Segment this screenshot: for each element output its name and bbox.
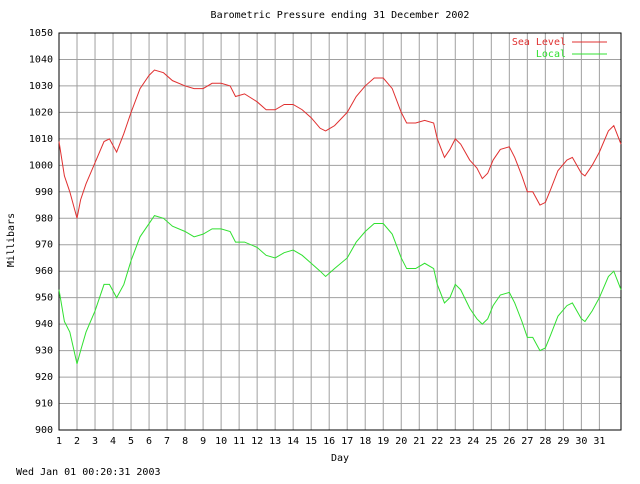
chart-title: Barometric Pressure ending 31 December 2… [211,10,470,21]
y-tick-label: 920 [35,372,53,383]
footer: Wed Jan 01 00:20:31 2003 [16,467,161,478]
x-tick-label: 14 [287,436,299,447]
y-tick-label: 930 [35,346,53,357]
y-tick-label: 980 [35,213,53,224]
x-tick-label: 31 [593,436,605,447]
x-tick-label: 23 [449,436,461,447]
x-tick-label: 18 [359,436,371,447]
x-tick-label: 26 [503,436,515,447]
y-tick-label: 990 [35,187,53,198]
x-tick-label: 3 [92,436,98,447]
y-tick-label: 1000 [29,160,53,171]
x-tick-label: 2 [74,436,80,447]
x-tick-label: 13 [269,436,281,447]
x-tick-label: 20 [395,436,407,447]
x-tick-label: 21 [413,436,425,447]
plot-border [58,32,622,431]
x-tick-label: 5 [128,436,134,447]
y-tick-label: 900 [35,425,53,436]
y-tick-label: 1050 [29,28,53,39]
x-tick-label: 10 [215,436,227,447]
x-tick-label: 4 [110,436,116,447]
x-tick-label: 6 [146,436,152,447]
data-line [58,69,622,219]
y-tick-label: 950 [35,293,53,304]
x-tick-label: 1 [56,436,62,447]
y-tick-label: 1030 [29,81,53,92]
legend-label: Sea Level [512,37,566,48]
x-tick-label: 7 [164,436,170,447]
y-tick-label: 910 [35,399,53,410]
x-tick-label: 11 [233,436,245,447]
y-tick-label: 1040 [29,54,53,65]
x-tick-label: 28 [539,436,551,447]
x-tick-label: 12 [251,436,263,447]
x-tick-label: 16 [323,436,335,447]
y-tick-label: 960 [35,266,53,277]
x-tick-label: 27 [521,436,533,447]
y-tick-label: 1020 [29,107,53,118]
x-tick-label: 17 [341,436,353,447]
x-tick-label: 24 [467,436,479,447]
data-line [58,215,622,364]
y-tick-label: 1010 [29,134,53,145]
x-tick-label: 29 [557,436,569,447]
x-axis-label: Day [331,453,349,464]
x-tick-label: 25 [485,436,497,447]
x-tick-label: 30 [575,436,587,447]
x-tick-label: 22 [431,436,443,447]
x-tick-label: 19 [377,436,389,447]
x-tick-label: 9 [200,436,206,447]
legend-label: Local [536,49,566,60]
x-tick-label: 8 [182,436,188,447]
y-tick-label: 940 [35,319,53,330]
y-tick-label: 970 [35,240,53,251]
y-axis-label: Millibars [6,213,17,267]
x-tick-label: 15 [305,436,317,447]
